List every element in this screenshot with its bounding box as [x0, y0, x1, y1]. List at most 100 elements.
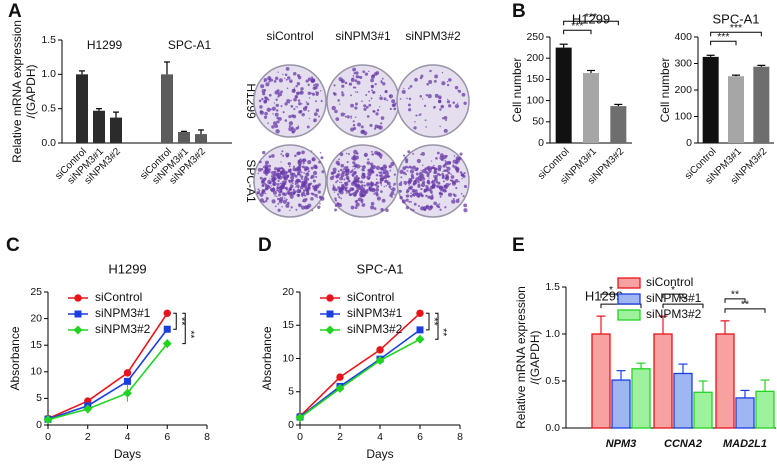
colony [414, 121, 416, 123]
colony [431, 192, 433, 195]
colony [276, 182, 280, 186]
colony [354, 102, 358, 106]
bar [715, 333, 735, 429]
colony [299, 189, 302, 191]
colony [429, 205, 433, 209]
colony [279, 167, 282, 170]
legend-swatch [617, 309, 641, 321]
colony [457, 198, 460, 200]
colony [264, 96, 267, 100]
colony [277, 71, 279, 73]
marker [326, 294, 334, 302]
column-label: siControl [266, 29, 313, 43]
significance-bracket [563, 29, 592, 35]
colony [361, 100, 363, 103]
colony [430, 160, 433, 162]
colony [352, 124, 356, 127]
colony [283, 171, 288, 176]
marker [74, 294, 82, 302]
legend-label: siControl [95, 290, 142, 304]
colony [350, 117, 352, 119]
colony [288, 187, 292, 191]
colony [335, 117, 340, 121]
colony [308, 97, 311, 99]
colony [282, 168, 285, 172]
colony [421, 176, 426, 181]
colony [277, 95, 280, 98]
colony [290, 179, 294, 183]
colony [361, 184, 364, 187]
bar [178, 132, 190, 143]
colony [381, 77, 384, 80]
colony [433, 171, 436, 174]
colony [347, 153, 350, 155]
colony [263, 177, 267, 180]
colony [339, 181, 341, 184]
legend-label: siControl [646, 275, 693, 289]
colony [352, 120, 355, 123]
colony [297, 190, 301, 194]
colony [352, 165, 354, 168]
colony [382, 168, 387, 173]
colony [455, 199, 460, 203]
colony [405, 198, 409, 202]
colony [341, 84, 345, 88]
colony [384, 166, 387, 169]
colony [285, 78, 288, 81]
significance-label: ** [731, 289, 739, 301]
colony [280, 105, 283, 108]
y-tick-label: 0 [686, 137, 692, 149]
colony [388, 185, 392, 189]
y-tick-label: 0 [36, 419, 42, 431]
colony [433, 106, 436, 109]
colony [297, 159, 301, 163]
colony [339, 103, 341, 105]
colony [440, 158, 444, 162]
colony [312, 187, 316, 190]
colony [354, 200, 358, 204]
colony [312, 179, 316, 183]
colony [338, 190, 341, 193]
colony [297, 187, 300, 189]
colony [384, 89, 388, 94]
colony [420, 153, 422, 156]
colony [318, 160, 321, 164]
colony [257, 172, 259, 175]
colony [319, 90, 322, 92]
y-axis-label: Relative mRNA expression [514, 286, 528, 429]
colony [265, 183, 267, 186]
colony [445, 119, 447, 122]
colony [356, 91, 359, 93]
series-line [47, 328, 168, 420]
colony [414, 77, 418, 82]
colony [344, 81, 348, 85]
colony [432, 166, 435, 169]
colony [339, 168, 343, 172]
colony [297, 99, 301, 102]
colony [307, 159, 312, 165]
colony [360, 180, 364, 184]
bar [702, 56, 719, 143]
x-axis-label: Days [114, 447, 141, 461]
colony [362, 70, 366, 74]
y-tick-label: 250 [526, 31, 544, 43]
colony [361, 203, 366, 207]
colony [314, 100, 317, 103]
colony [375, 182, 377, 184]
bar [631, 368, 651, 429]
significance-bracket [182, 312, 186, 345]
colony [404, 183, 407, 186]
colony [401, 89, 406, 95]
colony [451, 199, 456, 204]
colony [363, 131, 368, 136]
colony [308, 117, 311, 120]
colony [400, 181, 403, 184]
colony [284, 77, 286, 79]
colony [435, 157, 438, 160]
y-tick-label: 10 [30, 366, 42, 378]
colony [360, 165, 362, 167]
y-axis-label: Absorbance [260, 326, 274, 390]
colony [311, 92, 315, 96]
colony [463, 101, 467, 105]
colony [336, 179, 339, 182]
